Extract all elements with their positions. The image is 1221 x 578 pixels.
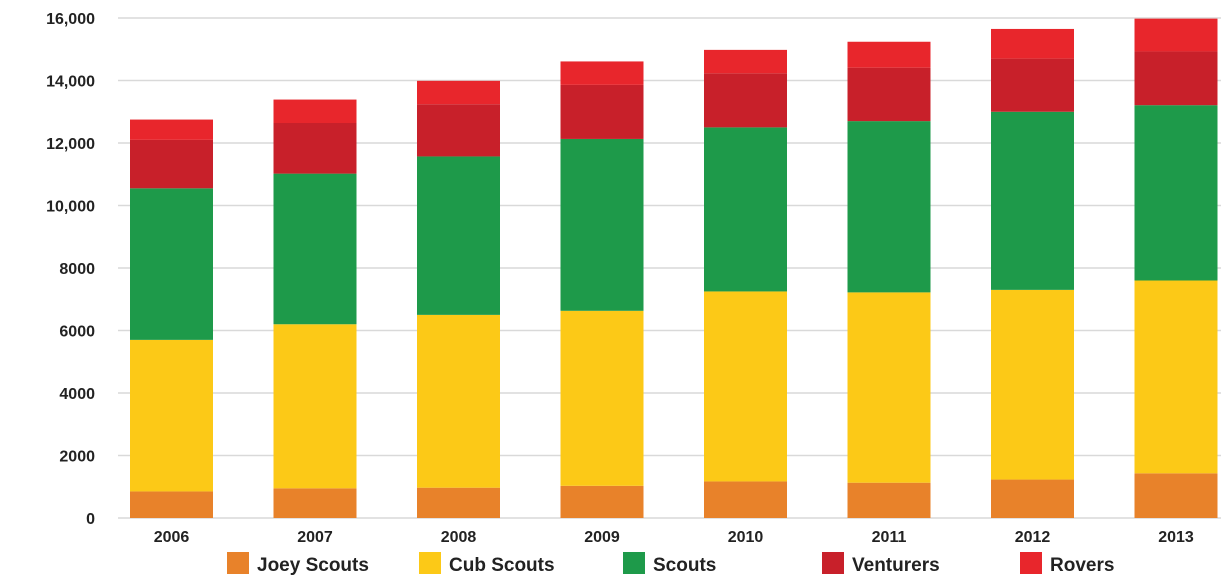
bar-segment-venturers-2007 [273,123,357,174]
bar-segment-joey-scouts-2007 [273,488,357,518]
y-tick-label: 10,000 [46,199,95,216]
legend-label: Cub Scouts [449,555,555,576]
bar-segment-joey-scouts-2008 [417,487,500,518]
bar-segment-scouts-2010 [704,127,787,292]
bar-segment-scouts-2013 [1134,105,1218,281]
y-tick-label: 8000 [59,261,95,278]
legend-swatch [1020,552,1042,574]
bar-segment-rovers-2007 [273,99,357,123]
x-tick-label: 2012 [1015,529,1051,546]
y-tick-label: 0 [86,511,95,528]
bar-segment-cub-scouts-2013 [1134,280,1218,474]
x-tick-label: 2008 [441,529,477,546]
bar-segment-joey-scouts-2012 [991,479,1074,518]
legend-swatch [227,552,249,574]
bar-segment-rovers-2010 [704,49,787,74]
bar-segment-joey-scouts-2013 [1134,473,1218,518]
bar-segment-rovers-2009 [560,61,644,85]
y-tick-label: 12,000 [46,136,95,153]
bar-segment-scouts-2006 [130,188,213,340]
bar-segment-scouts-2009 [560,138,644,311]
bar-segment-cub-scouts-2011 [847,292,931,483]
bar-segment-joey-scouts-2011 [847,482,931,518]
legend-label: Scouts [653,555,716,576]
bar-segment-venturers-2011 [847,67,931,122]
y-tick-label: 6000 [59,324,95,341]
legend-label: Venturers [852,555,940,576]
bar-segment-venturers-2008 [417,104,500,157]
bars [130,18,1218,518]
bar-segment-joey-scouts-2010 [704,481,787,518]
y-tick-label: 4000 [59,386,95,403]
legend-swatch [822,552,844,574]
bar-segment-venturers-2010 [704,73,787,128]
legend-label: Joey Scouts [257,555,369,576]
bar-segment-rovers-2011 [847,41,931,68]
bar-segment-joey-scouts-2009 [560,485,644,518]
legend-label: Rovers [1050,555,1114,576]
bar-segment-rovers-2013 [1134,18,1218,52]
x-tick-label: 2009 [584,529,620,546]
bar-segment-scouts-2008 [417,156,500,315]
legend-swatch [623,552,645,574]
bar-segment-cub-scouts-2012 [991,289,1074,480]
bar-segment-cub-scouts-2008 [417,314,500,488]
legend: Joey Scouts Cub Scouts Scouts Venturers Rove… [227,552,1114,576]
bar-segment-venturers-2013 [1134,51,1218,106]
y-tick-label: 2000 [59,449,95,466]
legend-swatch [419,552,441,574]
x-axis-ticks: 2006 2007 2008 2009 2010 2011 2012 2013 [154,529,1194,546]
bar-segment-cub-scouts-2007 [273,324,357,489]
bar-segment-rovers-2006 [130,119,213,140]
x-tick-label: 2010 [728,529,764,546]
legend-item: Venturers [822,552,940,576]
x-tick-label: 2013 [1158,529,1194,546]
bar-segment-scouts-2007 [273,173,357,325]
bar-segment-venturers-2006 [130,139,213,189]
bar-segment-scouts-2012 [991,111,1074,290]
y-tick-label: 14,000 [46,74,95,91]
bar-segment-cub-scouts-2009 [560,310,644,486]
legend-item: Cub Scouts [419,552,555,576]
legend-item: Scouts [623,552,716,576]
bar-segment-cub-scouts-2006 [130,339,213,492]
x-tick-label: 2011 [872,529,907,546]
x-tick-label: 2006 [154,529,190,546]
y-axis-ticks: 16,000 14,000 12,000 10,000 8000 6000 4000 2000… [46,11,95,528]
bar-segment-rovers-2012 [991,28,1074,59]
y-tick-label: 16,000 [46,11,95,28]
bar-segment-cub-scouts-2010 [704,291,787,482]
x-tick-label: 2007 [297,529,333,546]
bar-segment-rovers-2008 [417,80,500,105]
bar-segment-venturers-2012 [991,58,1074,112]
bar-segment-joey-scouts-2006 [130,491,213,518]
legend-item: Joey Scouts [227,552,369,576]
legend-item: Rovers [1020,552,1114,576]
bar-segment-scouts-2011 [847,121,931,293]
bar-segment-venturers-2009 [560,84,644,139]
